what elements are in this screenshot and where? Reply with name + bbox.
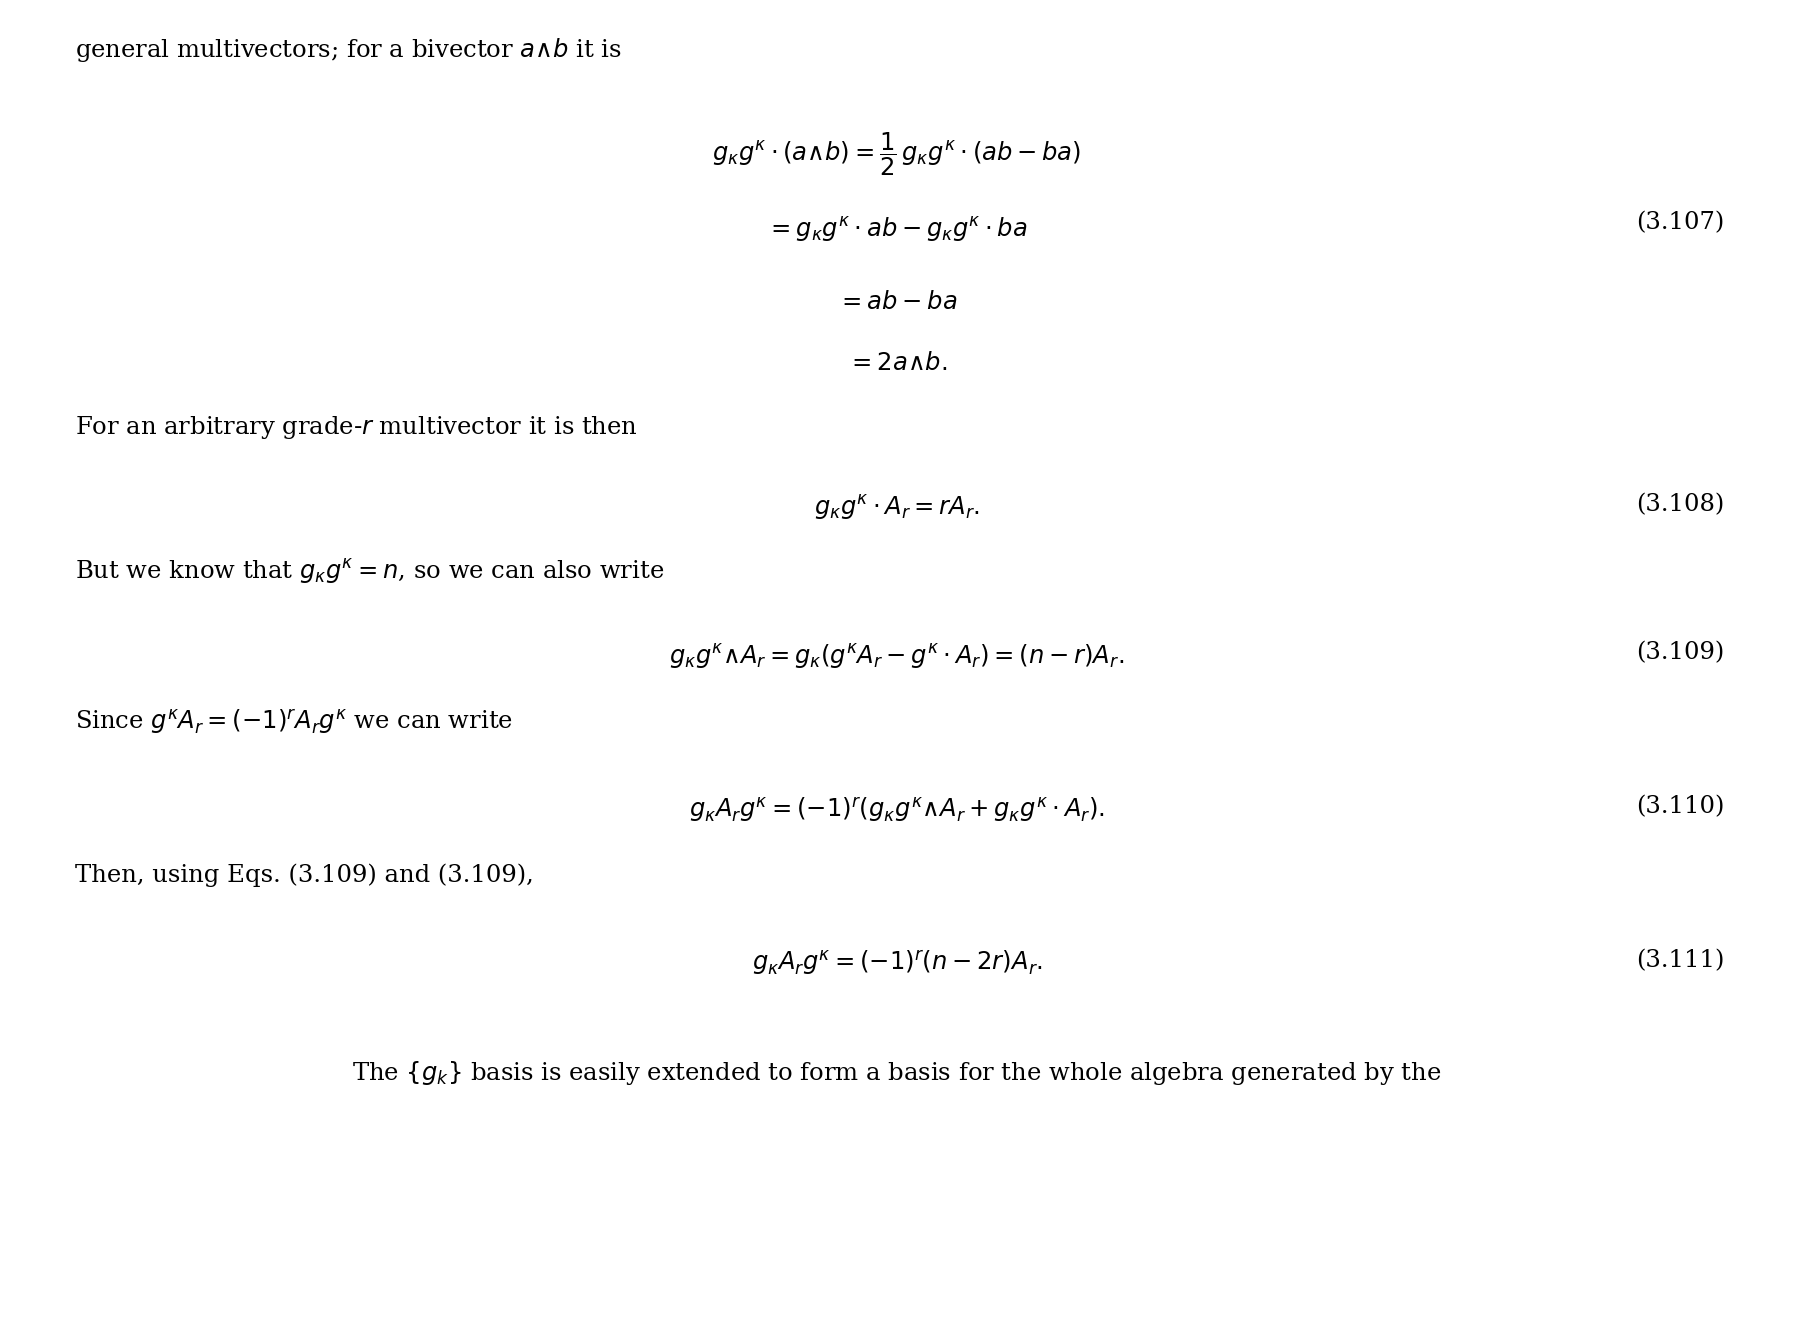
Text: $g_{\kappa}A_r g^{\kappa} = (-1)^r(n - 2r)A_r.$: $g_{\kappa}A_r g^{\kappa} = (-1)^r(n - 2… — [752, 950, 1042, 979]
Text: But we know that $g_{\kappa}g^{\kappa} = n$, so we can also write: But we know that $g_{\kappa}g^{\kappa} =… — [75, 557, 664, 586]
Text: general multivectors; for a bivector $a{\wedge}b$ it is: general multivectors; for a bivector $a{… — [75, 36, 621, 63]
Text: $= g_{\kappa}g^{\kappa}\cdot ab - g_{\kappa}g^{\kappa}\cdot ba$: $= g_{\kappa}g^{\kappa}\cdot ab - g_{\ka… — [766, 216, 1028, 245]
Text: For an arbitrary grade-$r$ multivector it is then: For an arbitrary grade-$r$ multivector i… — [75, 414, 637, 440]
Text: (3.107): (3.107) — [1636, 212, 1724, 234]
Text: $g_{\kappa}g^{\kappa}\cdot A_r = r A_r.$: $g_{\kappa}g^{\kappa}\cdot A_r = r A_r.$ — [814, 493, 980, 522]
Text: Then, using Eqs. (3.109) and (3.109),: Then, using Eqs. (3.109) and (3.109), — [75, 863, 533, 886]
Text: (3.109): (3.109) — [1636, 641, 1724, 665]
Text: $g_{\kappa}g^{\kappa}\cdot(a{\wedge}b) = \dfrac{1}{2}\,g_{\kappa}g^{\kappa}\cdot: $g_{\kappa}g^{\kappa}\cdot(a{\wedge}b) =… — [712, 130, 1082, 178]
Text: $= ab - ba$: $= ab - ba$ — [836, 291, 958, 313]
Text: $g_{\kappa}g^{\kappa}{\wedge}A_r = g_{\kappa}(g^{\kappa}A_r - g^{\kappa}\cdot A_: $g_{\kappa}g^{\kappa}{\wedge}A_r = g_{\k… — [669, 641, 1125, 670]
Text: (3.110): (3.110) — [1636, 795, 1724, 818]
Text: (3.111): (3.111) — [1636, 950, 1724, 972]
Text: The $\{g_k\}$ basis is easily extended to form a basis for the whole algebra gen: The $\{g_k\}$ basis is easily extended t… — [352, 1059, 1442, 1087]
Text: Since $g^{\kappa}A_r = (-1)^r A_r g^{\kappa}$ we can write: Since $g^{\kappa}A_r = (-1)^r A_r g^{\ka… — [75, 709, 513, 738]
Text: (3.108): (3.108) — [1636, 493, 1724, 516]
Text: $= 2a{\wedge}b.$: $= 2a{\wedge}b.$ — [847, 352, 947, 375]
Text: $g_{\kappa}A_r g^{\kappa} = (-1)^r(g_{\kappa}g^{\kappa}{\wedge}A_r + g_{\kappa}g: $g_{\kappa}A_r g^{\kappa} = (-1)^r(g_{\k… — [689, 795, 1105, 824]
